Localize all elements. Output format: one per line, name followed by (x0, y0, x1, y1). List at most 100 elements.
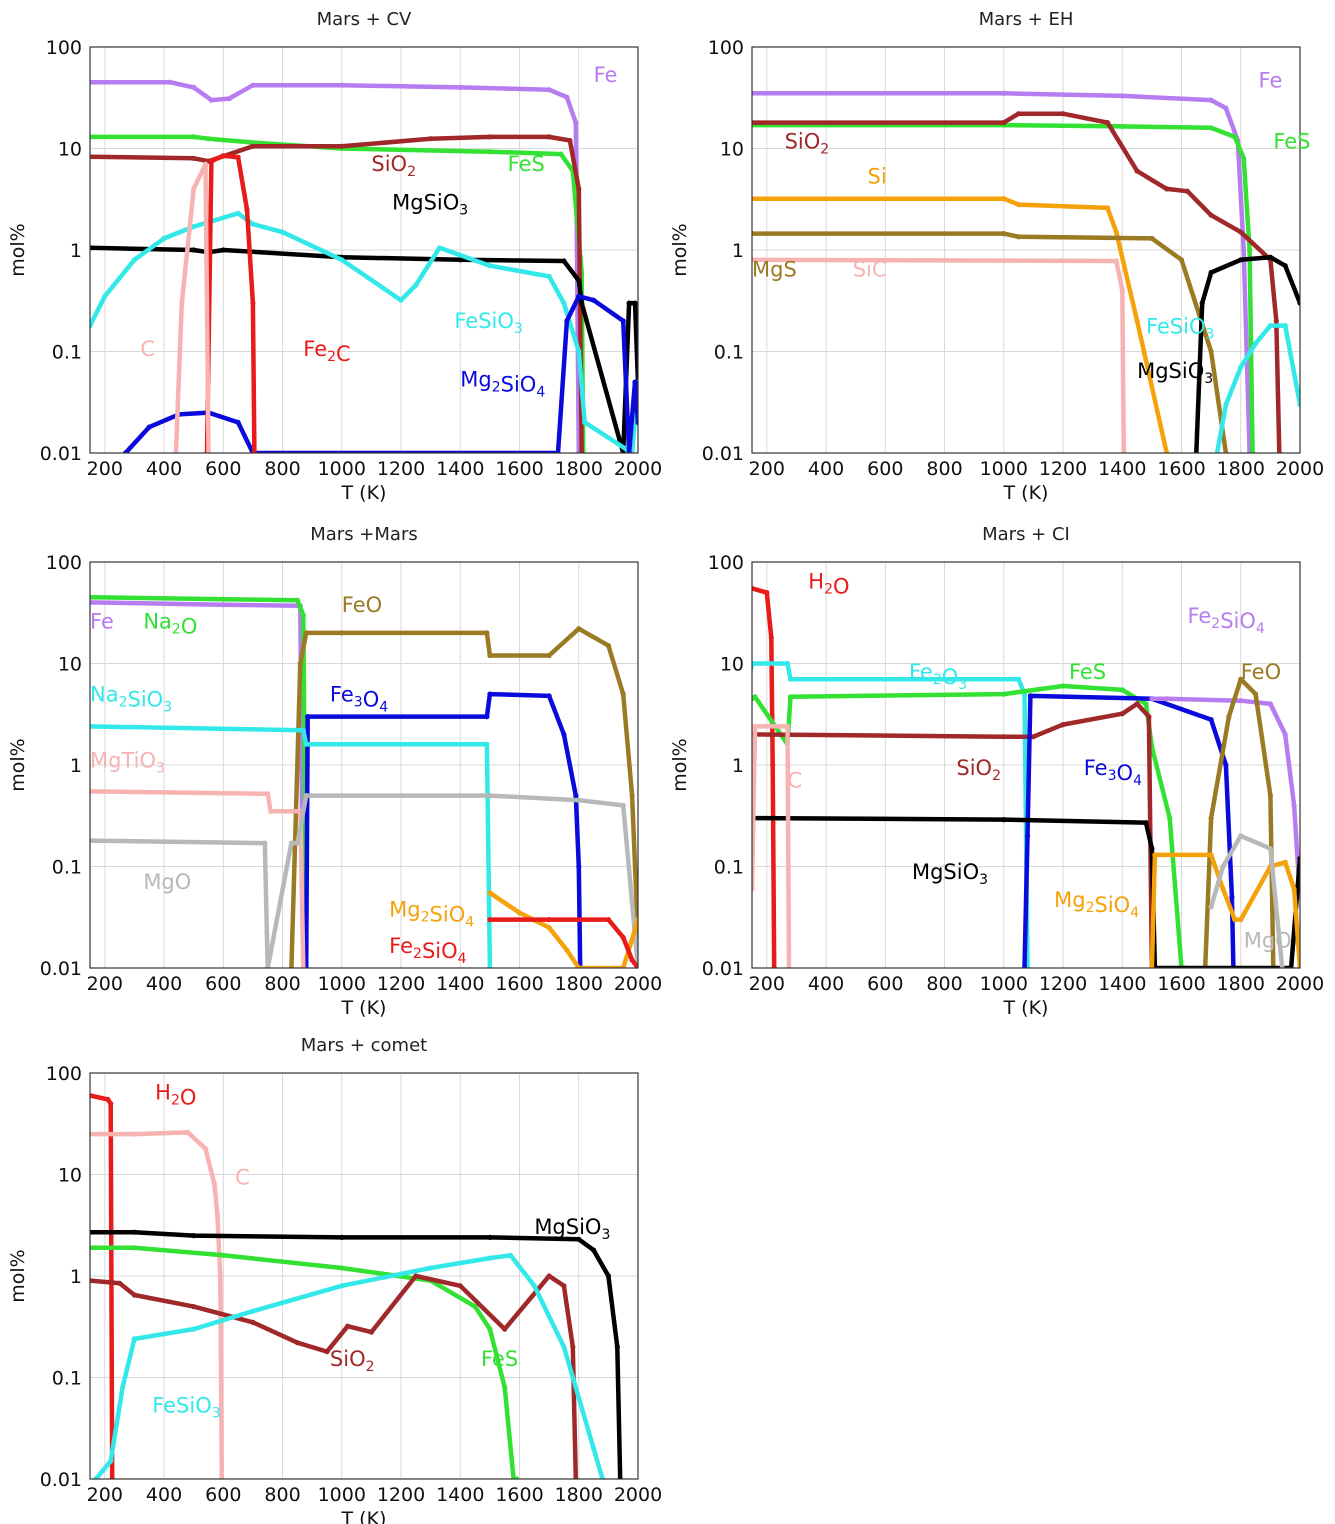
point-si (1113, 229, 1119, 235)
point-feo (605, 643, 612, 649)
x-tick-label: 1400 (436, 973, 484, 995)
point-na2sio3 (484, 741, 490, 747)
y-tick-label: 0.01 (40, 1469, 82, 1491)
point-mgsio3 (1288, 965, 1294, 968)
point-mg2sio4 (122, 450, 129, 453)
x-tick-label: 1000 (980, 973, 1028, 995)
plot-frame (89, 46, 639, 454)
point-fe2o3 (784, 660, 791, 667)
species-label: Na2SiO3 (90, 683, 172, 716)
y-tick-label: 1 (732, 755, 744, 777)
series-mg2sio4 (123, 294, 638, 453)
x-tick-label: 1600 (1157, 458, 1205, 480)
species-label: FeS (1273, 130, 1310, 154)
y-tick-label: 10 (58, 1165, 82, 1187)
point-mgsio3 (191, 1233, 197, 1239)
y-tick-label: 10 (58, 654, 82, 676)
point-mgo (620, 802, 626, 809)
point-fe2sio4 (629, 957, 635, 963)
y-tick-label: 100 (708, 552, 744, 574)
point-sio2 (576, 186, 582, 192)
point-mg2sio4 (591, 297, 597, 303)
point-fesio3 (487, 263, 493, 269)
point-fes (1143, 701, 1149, 707)
point-c (214, 1212, 220, 1218)
y-tick-label: 0.01 (702, 443, 744, 465)
point-fe (90, 79, 93, 85)
x-tick-label: 800 (264, 973, 300, 995)
point-fe2c (235, 154, 241, 160)
point-mgo (90, 838, 93, 844)
point-fe2sio4 (546, 917, 552, 923)
y-tick-label: 100 (46, 1063, 82, 1085)
species-label: FeSiO3 (1146, 315, 1214, 343)
species-label: Fe2O3 (909, 660, 967, 693)
point-fe2sio4 (1291, 802, 1297, 809)
point-na2o (90, 594, 93, 600)
point-sio2 (1119, 711, 1125, 717)
x-tick-label: 600 (205, 973, 241, 995)
point-fe (1223, 105, 1229, 111)
point-fesio3 (591, 1445, 597, 1451)
point-fesio3 (1267, 323, 1273, 329)
species-label: Mg2SiO4 (460, 368, 545, 401)
species-label: MgSiO3 (912, 860, 988, 888)
x-axis-label: T (K) (341, 482, 387, 504)
point-feo (339, 630, 345, 636)
point-fes (1232, 134, 1238, 140)
point-feo (288, 965, 294, 968)
point-fesio3 (250, 1308, 256, 1314)
point-fes (1241, 155, 1247, 161)
x-tick-label: 800 (926, 458, 962, 480)
point-mgs (1001, 231, 1007, 237)
point-sio2 (1060, 722, 1066, 728)
point-sic (1113, 258, 1119, 264)
point-fe2sio4 (487, 917, 493, 923)
point-mgo (1238, 833, 1244, 839)
point-fes (1060, 683, 1066, 689)
x-tick-label: 1600 (1157, 973, 1205, 995)
y-tick-label: 100 (46, 552, 82, 574)
point-na2o (294, 597, 300, 603)
point-fesio3 (93, 1476, 99, 1479)
species-label: FeSiO3 (454, 309, 522, 337)
point-mgsio3 (1267, 254, 1273, 260)
point-fe3o4 (487, 691, 493, 697)
species-label: MgSiO3 (392, 191, 468, 219)
point-fe3o4 (1223, 762, 1229, 768)
point-fes (502, 1384, 508, 1390)
point-sio2 (502, 1326, 508, 1332)
point-fesio3 (436, 245, 443, 251)
point-mgs (1208, 348, 1214, 355)
x-tick-label: 1600 (495, 1484, 543, 1506)
point-mgo (1279, 965, 1285, 968)
point-h2o (90, 1092, 93, 1099)
point-fesio3 (599, 1476, 606, 1479)
point-mgsio3 (626, 300, 632, 306)
point-feo (484, 630, 490, 636)
point-mg2sio4 (626, 450, 632, 453)
species-label: MgSiO3 (534, 1215, 610, 1243)
point-c (205, 450, 212, 453)
point-sio2 (428, 136, 434, 142)
point-mgsio3 (1297, 300, 1300, 306)
y-tick-label: 10 (720, 139, 744, 161)
point-mgsio3 (1238, 257, 1244, 263)
y-tick-label: 10 (720, 654, 744, 676)
point-na2sio3 (487, 965, 493, 968)
panel-title: Mars + CV (317, 9, 412, 30)
point-c (217, 1273, 223, 1279)
point-sio2 (1016, 111, 1022, 117)
series-fe (90, 600, 306, 968)
point-fesio3 (131, 1336, 137, 1342)
point-fe3o4 (305, 714, 311, 720)
point-fes (487, 1326, 493, 1332)
x-tick-label: 1600 (495, 973, 543, 995)
point-fes (487, 149, 493, 155)
point-sio2 (1276, 450, 1282, 453)
x-tick-label: 600 (867, 973, 903, 995)
point-sio2 (250, 143, 256, 149)
point-fes (472, 1304, 478, 1310)
point-c (90, 1131, 93, 1137)
